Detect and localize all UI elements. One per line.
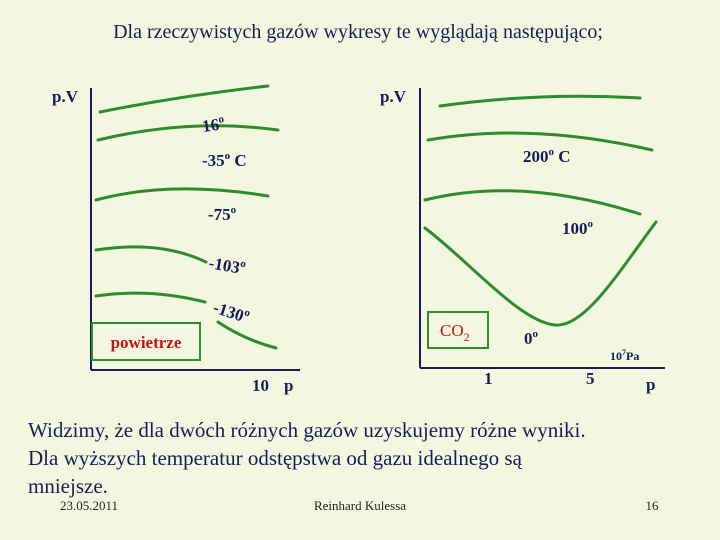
x-label: p bbox=[646, 375, 655, 394]
x-tick: 10 bbox=[252, 376, 269, 395]
curve-label: 200o C bbox=[523, 146, 571, 166]
body-line: Widzimy, że dla dwóch różnych gazów uzys… bbox=[28, 418, 586, 442]
isotherm bbox=[423, 220, 658, 327]
box bbox=[91, 322, 201, 361]
body-line: mniejsze. bbox=[28, 474, 108, 498]
curve-label: -75o bbox=[208, 204, 237, 224]
isotherm bbox=[438, 94, 642, 108]
x-label: p bbox=[284, 376, 293, 395]
x-unit: 107Pa bbox=[610, 348, 639, 363]
x-tick: 5 bbox=[586, 369, 595, 388]
isotherm bbox=[94, 187, 270, 202]
isotherm bbox=[94, 245, 208, 264]
isotherm bbox=[96, 124, 280, 142]
box-label: powietrze bbox=[111, 333, 182, 352]
isotherm bbox=[94, 291, 207, 304]
curve-label: -35o C bbox=[202, 150, 247, 170]
isotherm bbox=[423, 189, 642, 216]
body-text: Widzimy, że dla dwóch różnych gazów uzys… bbox=[28, 418, 586, 498]
x-tick: 1 bbox=[484, 369, 493, 388]
isotherm bbox=[98, 84, 270, 114]
box bbox=[427, 311, 489, 349]
curve-label: 16o bbox=[201, 113, 227, 136]
box-label: CO2 bbox=[440, 321, 470, 344]
y-label: p.V bbox=[380, 87, 407, 106]
body-line: Dla wyższych temperatur odstępstwa od ga… bbox=[28, 446, 523, 470]
isotherm bbox=[426, 131, 654, 152]
footer-author: Reinhard Kulessa bbox=[314, 498, 406, 513]
isotherm bbox=[216, 320, 278, 350]
right-graph: p.V 200o C 100o 0o CO2 1 5 107Pa p bbox=[380, 87, 665, 394]
curve-label: 0o bbox=[524, 328, 539, 348]
page-number: 16 bbox=[646, 498, 660, 513]
curve-label: 100o bbox=[562, 218, 594, 238]
title: Dla rzeczywistych gazów wykresy te wyglą… bbox=[113, 21, 603, 43]
footer-date: 23.05.2011 bbox=[60, 498, 118, 513]
y-label: p.V bbox=[52, 87, 79, 106]
